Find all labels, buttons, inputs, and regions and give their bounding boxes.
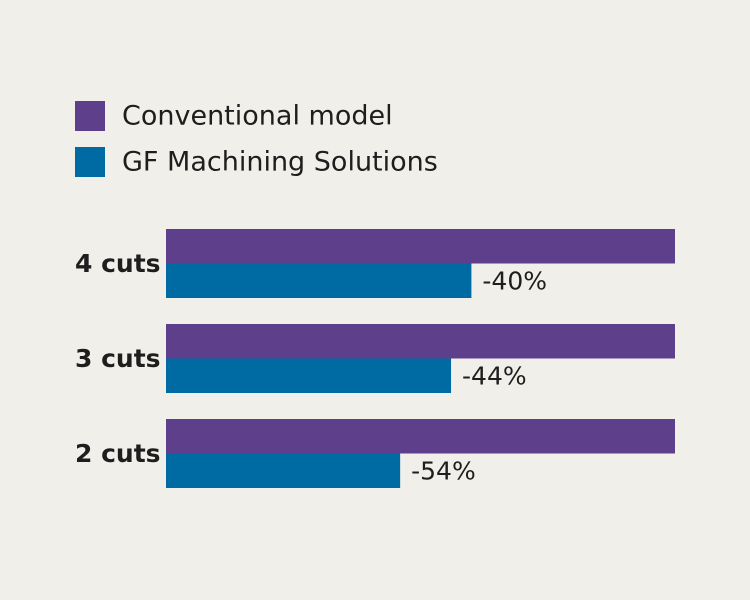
data-labels: -40% -44% -54% [411,266,547,485]
category-label-2-cuts: 2 cuts [75,439,161,468]
bar-conventional-model-4-cuts [166,229,675,264]
bars [166,229,675,488]
category-label-3-cuts: 3 cuts [75,344,161,373]
bar-conventional-model-3-cuts [166,324,675,359]
chart-legend: Conventional model GF Machining Solutions [75,101,438,178]
data-label-4-cuts: -40% [482,266,547,295]
bar-gf-machining-solutions-2-cuts [166,453,401,488]
bar-gf-machining-solutions-3-cuts [166,358,452,393]
data-label-2-cuts: -54% [411,456,476,485]
category-labels: 4 cuts 3 cuts 2 cuts [75,249,161,468]
bar-conventional-model-2-cuts [166,419,675,454]
legend-swatch-conventional-model [75,101,105,131]
legend-swatch-gf-machining-solutions [75,147,105,177]
bar-gf-machining-solutions-4-cuts [166,263,472,298]
legend-label-conventional-model: Conventional model [122,101,393,132]
legend-label-gf-machining-solutions: GF Machining Solutions [122,147,438,178]
data-label-3-cuts: -44% [462,361,527,390]
category-label-4-cuts: 4 cuts [75,249,161,278]
